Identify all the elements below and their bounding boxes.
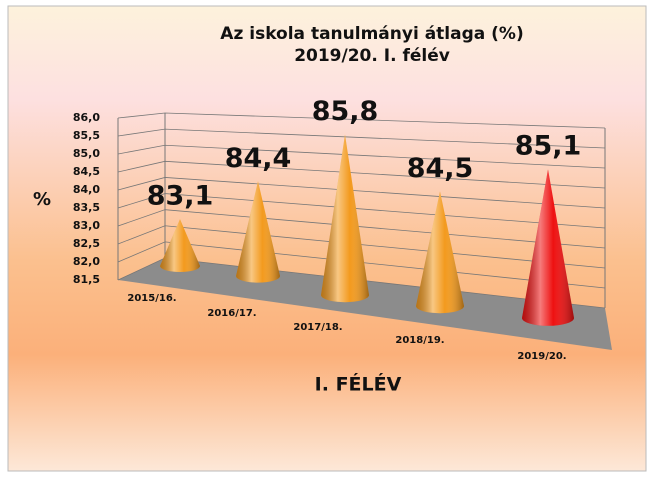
cone-shade — [416, 191, 464, 314]
value-label: 84,4 — [225, 143, 292, 174]
cone-shade — [160, 219, 200, 272]
grid-line — [117, 144, 606, 169]
y-tick-label: 84,0 — [73, 183, 100, 196]
value-label: 84,5 — [407, 153, 474, 184]
grid-line — [117, 241, 606, 289]
chart-title: Az iskola tanulmányi átlaga (%) — [220, 24, 523, 44]
cone-shade — [321, 134, 369, 303]
x-tick-label: 2015/16. — [127, 293, 176, 304]
y-axis-label: % — [33, 189, 51, 210]
chart-subtitle: 2019/20. I. félév — [294, 46, 450, 66]
grid-line — [117, 128, 606, 149]
grid-line — [117, 160, 606, 189]
cone-shade — [522, 169, 574, 326]
y-tick-label: 84,5 — [73, 165, 100, 178]
y-tick-label: 83,5 — [73, 201, 100, 214]
value-label: 85,8 — [312, 96, 379, 127]
x-tick-label: 2016/17. — [207, 308, 256, 319]
x-tick-label: 2017/18. — [293, 322, 342, 333]
value-label: 85,1 — [515, 131, 582, 162]
floor — [118, 258, 612, 350]
grid-line — [117, 177, 606, 209]
y-tick-label: 82,5 — [73, 237, 100, 250]
y-tick-label: 85,5 — [73, 129, 100, 142]
x-tick-label: 2018/19. — [395, 335, 444, 346]
y-tick-label: 82,0 — [73, 255, 100, 268]
y-tick-label: 85,0 — [73, 147, 100, 160]
grid-line — [117, 112, 606, 129]
grid-line — [117, 209, 606, 249]
grid-line — [117, 225, 606, 269]
value-label: 83,1 — [147, 181, 214, 212]
y-tick-label: 83,0 — [73, 219, 100, 232]
y-tick-label: 86,0 — [73, 111, 100, 124]
x-axis-label: I. FÉLÉV — [315, 373, 402, 396]
cone-shade — [236, 181, 280, 283]
grid-line — [117, 193, 606, 229]
x-tick-label: 2019/20. — [517, 351, 566, 362]
y-tick-label: 81,5 — [73, 273, 100, 286]
